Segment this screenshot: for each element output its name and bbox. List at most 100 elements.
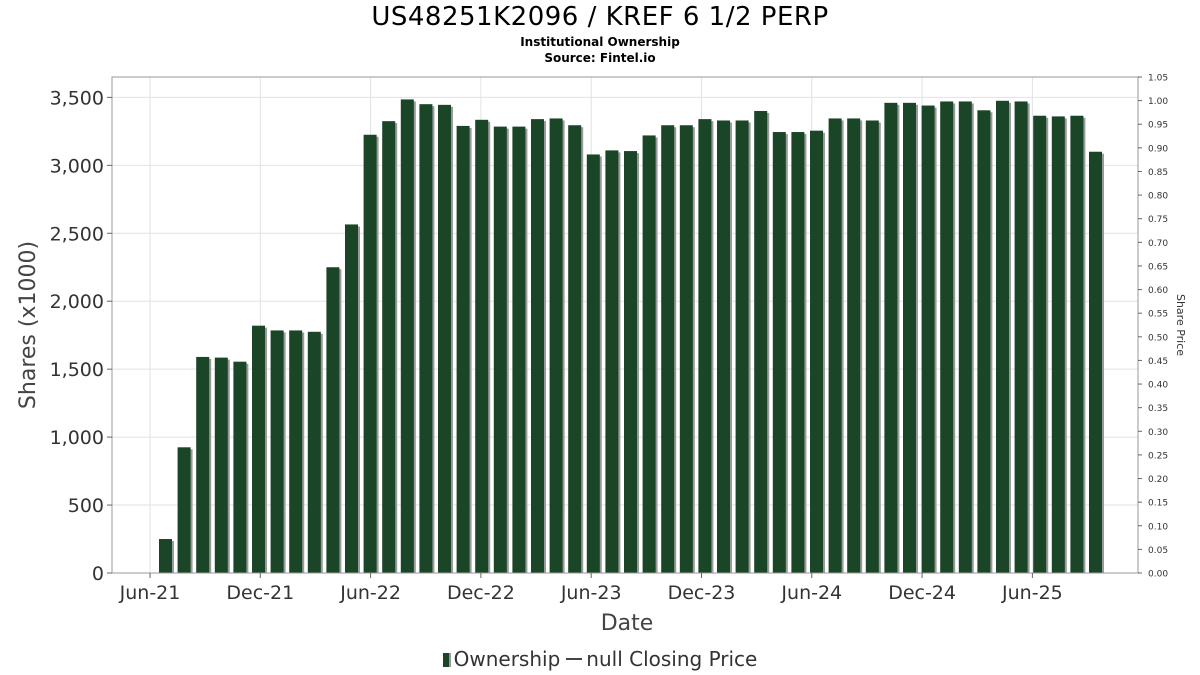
ownership-bar: [940, 101, 954, 574]
y-tick-label: 1,500: [50, 359, 104, 381]
ownership-bar: [884, 102, 898, 573]
ownership-bar: [1089, 151, 1102, 573]
ownership-bar: [549, 118, 563, 573]
ownership-bar: [419, 104, 433, 573]
ownership-bar: [1051, 116, 1065, 574]
y2-tick-label: 1.05: [1148, 74, 1168, 84]
ownership-bar: [252, 325, 265, 573]
x-tick-label: Dec-23: [668, 582, 736, 604]
y2-tick-label: 0.70: [1148, 239, 1168, 249]
ownership-bar: [363, 134, 377, 573]
ownership-bar: [400, 99, 414, 573]
x-tick-label: Dec-21: [226, 582, 294, 604]
ownership-bar: [307, 331, 321, 573]
y2-tick-label: 0.10: [1148, 522, 1168, 532]
ownership-bar: [512, 126, 526, 573]
ownership-bar: [996, 100, 1009, 573]
y2-tick-label: 0.60: [1148, 286, 1168, 296]
chart-title: US48251K2096 / KREF 6 1/2 PERP: [371, 2, 829, 32]
ownership-bar: [735, 120, 749, 574]
x-axis-title: Date: [601, 611, 654, 636]
y2-tick-label: 0.30: [1148, 428, 1168, 438]
y2-tick-label: 0.95: [1148, 121, 1168, 131]
ownership-bar: [1070, 115, 1084, 574]
chart-source: Source: Fintel.io: [544, 51, 656, 65]
ownership-bar: [921, 105, 935, 573]
ownership-bar: [977, 110, 991, 573]
ownership-legend-swatch: [442, 653, 451, 667]
y2-tick-label: 0.25: [1148, 451, 1168, 461]
ownership-bar: [586, 154, 600, 574]
ownership-bar: [326, 267, 340, 573]
ownership-bar: [270, 330, 284, 573]
chart-subtitle: Institutional Ownership: [520, 35, 680, 49]
y-tick-label: 3,500: [50, 87, 104, 109]
y2-tick-label: 0.45: [1148, 357, 1168, 367]
x-axis: Jun-21 Dec-21 Jun-22 Dec-22 Jun-23 Dec-23 Jun-…: [119, 573, 1063, 604]
y2-tick-label: 1.00: [1148, 97, 1168, 107]
ownership-bar: [196, 356, 210, 573]
ownership-bar: [791, 132, 805, 573]
ownership-bar: [289, 330, 303, 573]
y-tick-label: 0: [92, 563, 104, 585]
ownership-bar: [233, 361, 247, 573]
y2-tick-label: 0.50: [1148, 333, 1168, 343]
y2-tick-label: 0.55: [1148, 310, 1168, 320]
price-legend-line: [566, 658, 583, 660]
ownership-bar: [493, 126, 507, 573]
legend-price-label: null Closing Price: [586, 647, 758, 671]
ownership-bar: [865, 120, 879, 574]
x-tick-label: Jun-22: [339, 582, 401, 604]
ownership-bar: [642, 135, 656, 574]
ownership-bar: [177, 447, 191, 573]
ownership-bar: [847, 118, 861, 573]
legend: Ownership null Closing Price: [0, 647, 1200, 671]
y-tick-label: 500: [68, 495, 104, 517]
ownership-bar: [159, 539, 172, 573]
y-axis-title: Shares (x1000): [16, 241, 41, 409]
x-tick-label: Dec-24: [888, 582, 956, 604]
legend-ownership-label: Ownership: [453, 647, 561, 671]
ownership-bar: [828, 118, 842, 573]
ownership-bar: [438, 104, 451, 573]
ownership-bar: [568, 125, 582, 574]
ownership-bar: [679, 125, 693, 574]
ownership-bar: [661, 125, 675, 574]
ownership-bar: [698, 119, 712, 573]
y-tick-label: 2,000: [50, 291, 104, 313]
plot-area-border: [111, 76, 1139, 574]
y2-tick-label: 0.75: [1148, 215, 1168, 225]
y2-tick-label: 0.90: [1148, 144, 1168, 154]
x-tick-label: Jun-24: [780, 582, 842, 604]
ownership-bar: [1014, 101, 1028, 574]
ownership-bar: [531, 119, 544, 573]
y2-tick-label: 0.15: [1148, 499, 1168, 509]
y2-tick-label: 0.85: [1148, 168, 1168, 178]
ownership-bar: [903, 102, 916, 573]
y2-tick-label: 0.80: [1148, 192, 1168, 202]
x-tick-label: Jun-21: [119, 582, 181, 604]
ownership-bar: [810, 130, 823, 574]
y2-tick-label: 0.05: [1148, 546, 1168, 556]
y-tick-label: 3,000: [50, 155, 104, 177]
ownership-bar: [717, 120, 730, 574]
y-tick-label: 1,000: [50, 427, 104, 449]
bar-series: [159, 99, 1104, 574]
ownership-bar: [214, 357, 228, 573]
y-axis: 0 500 1,000 1,500 2,000 2,500 3,000 3,500: [50, 87, 112, 585]
y2-tick-label: 0.40: [1148, 381, 1168, 391]
y2-axis-title: Share Price: [1174, 294, 1187, 356]
ownership-bar: [382, 121, 396, 574]
x-tick-label: Jun-23: [560, 582, 622, 604]
x-tick-label: Dec-22: [447, 582, 515, 604]
y2-tick-label: 0.20: [1148, 475, 1168, 485]
y2-tick-label: 0.65: [1148, 262, 1168, 272]
ownership-bar: [605, 150, 619, 573]
ownership-bar: [1033, 115, 1047, 574]
y-tick-label: 2,500: [50, 223, 104, 245]
ownership-bar: [456, 125, 470, 574]
ownership-bar: [958, 101, 972, 574]
ownership-bar: [345, 224, 358, 573]
ownership-bar: [624, 151, 637, 573]
